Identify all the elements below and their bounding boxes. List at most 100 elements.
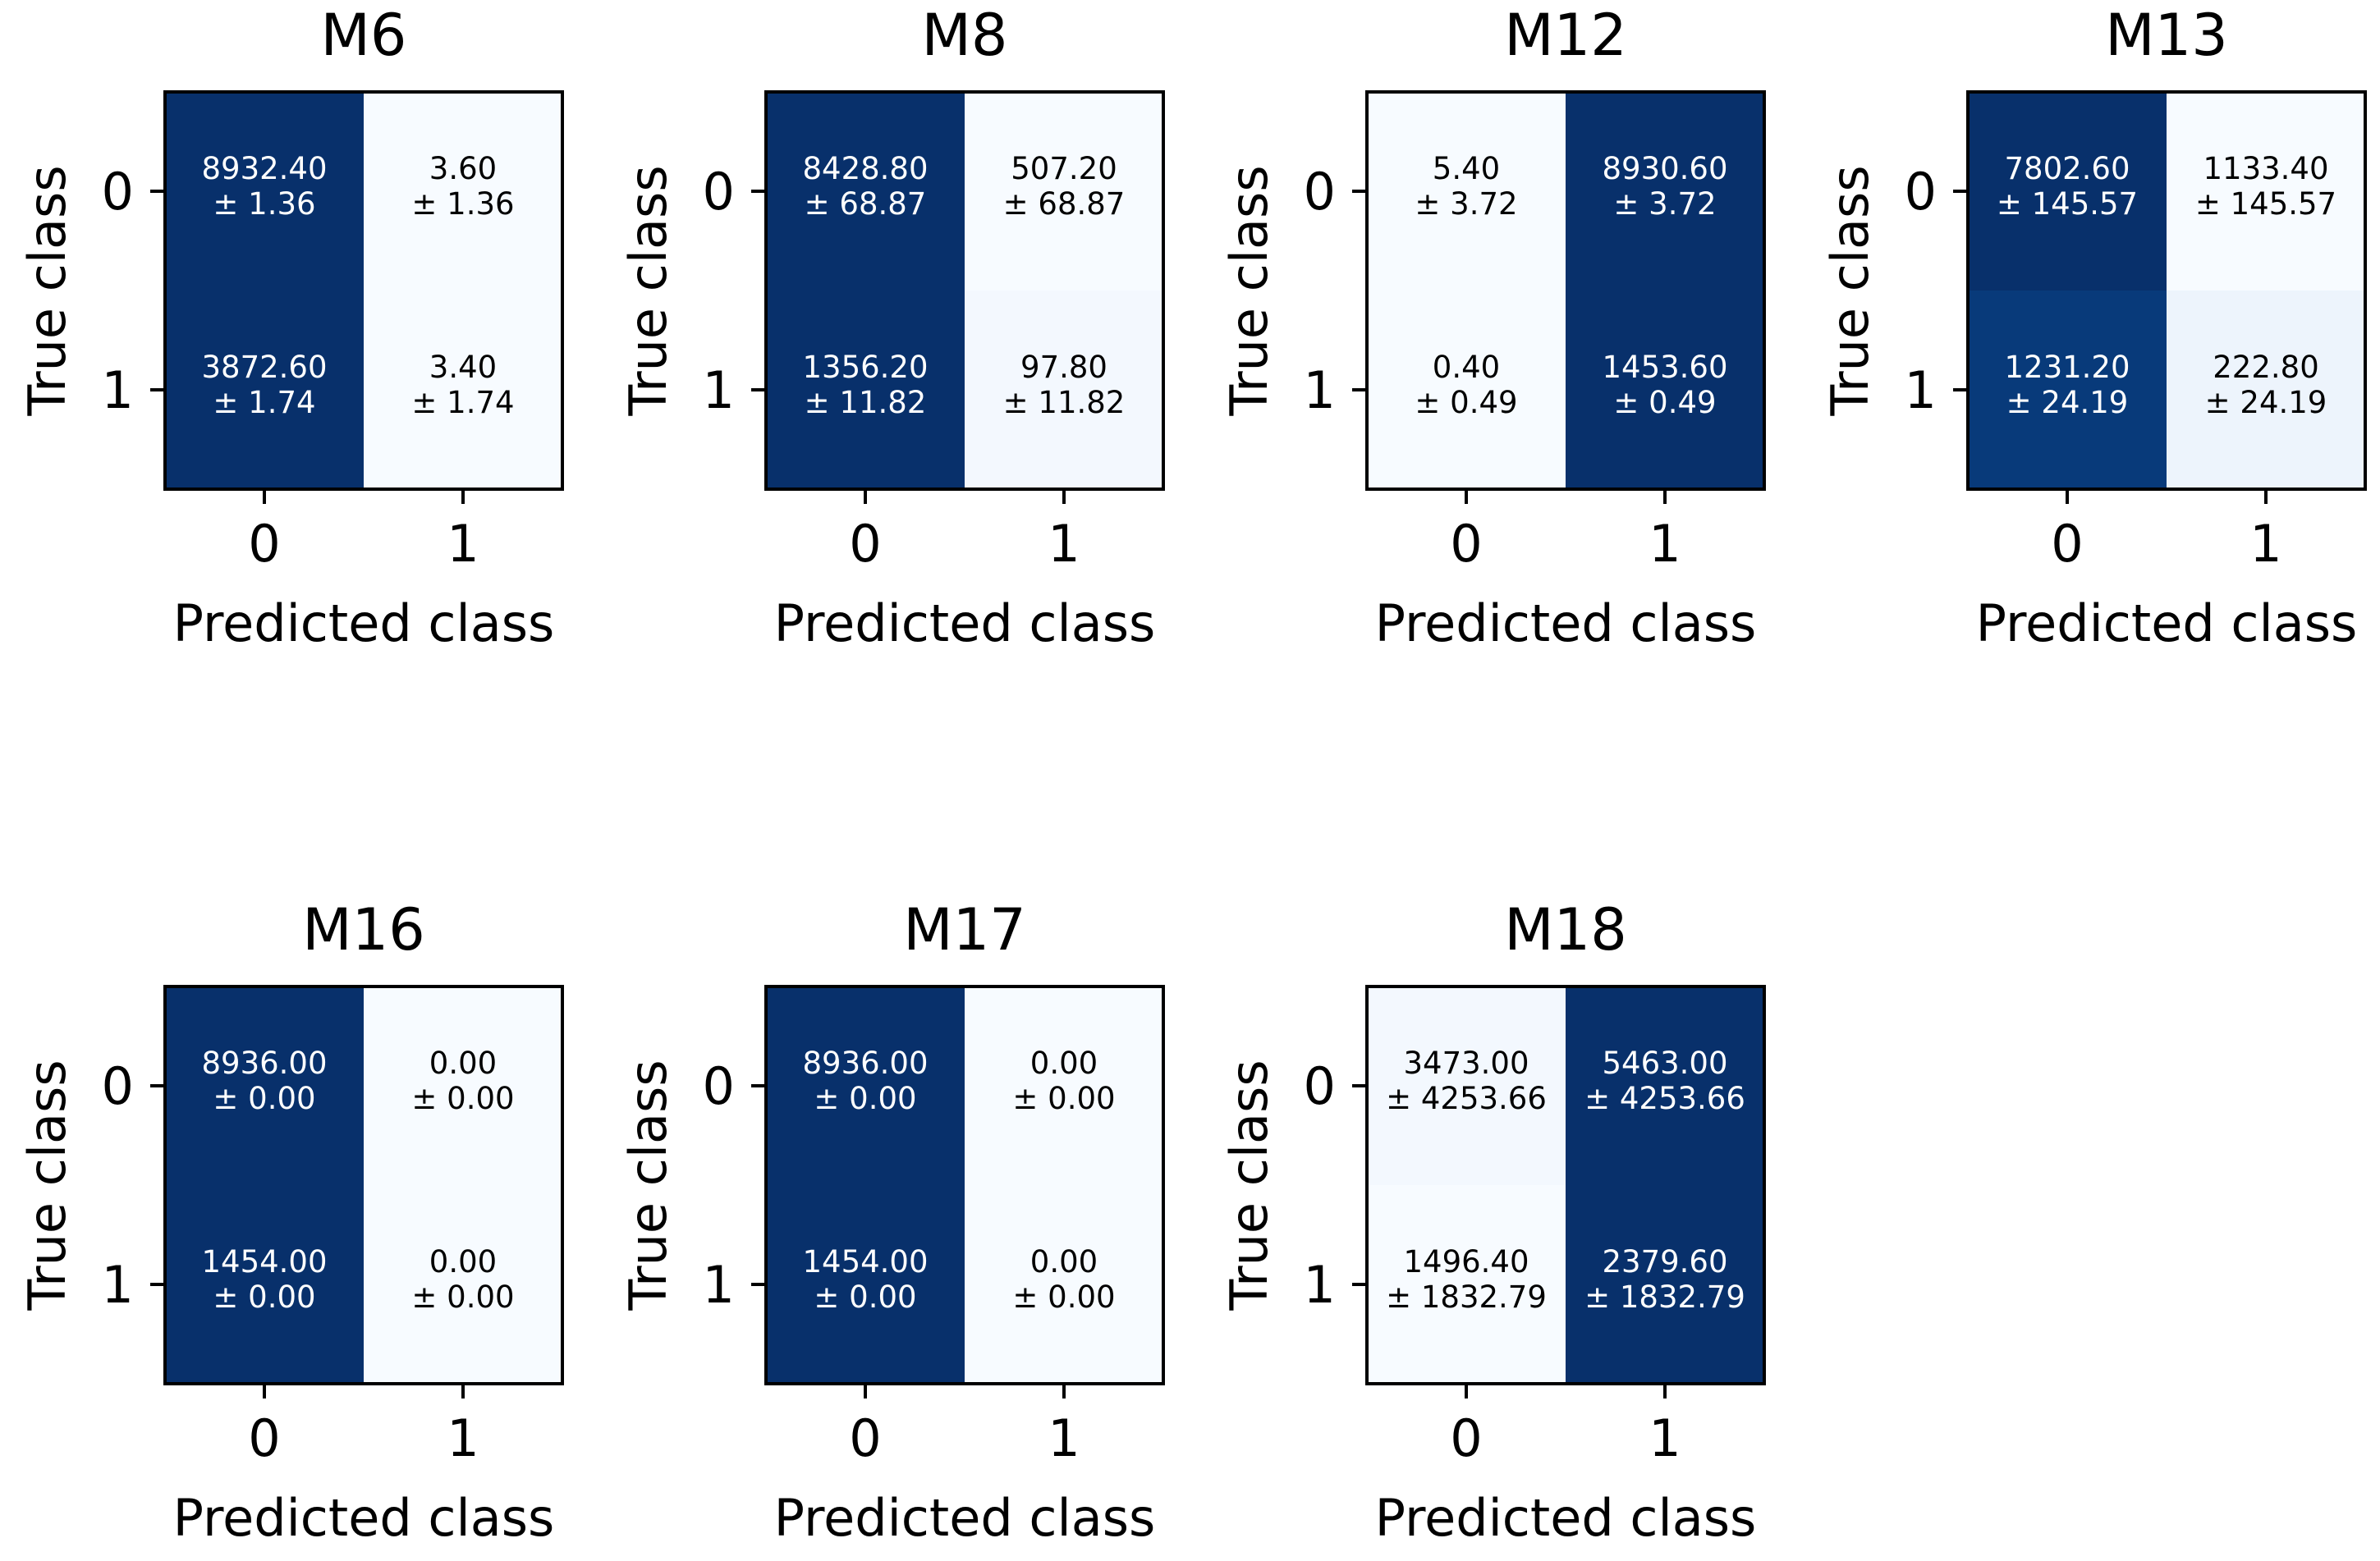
cell-mean-label: 1231.20 [2004,350,2130,385]
matrix-cell [364,1185,562,1384]
matrix-cell [165,986,364,1185]
matrix-frame [1365,90,1766,491]
x-tick-label: 1 [447,1408,479,1468]
cell-std-label: ± 0.49 [1415,385,1517,420]
cell-std-label: ± 0.00 [814,1081,916,1116]
cell-mean-label: 8936.00 [201,1046,327,1081]
cell-std-label: ± 3.72 [1613,186,1716,222]
x-axis-label: Predicted class [1976,593,2358,653]
x-axis-label: Predicted class [774,593,1156,653]
matrix-frame [163,985,564,1385]
panel-title: M16 [302,896,424,964]
x-tick-label: 1 [1048,1408,1080,1468]
matrix-cell [2167,92,2365,291]
matrix-cell [165,291,364,489]
cell-mean-label: 1133.40 [2203,151,2328,186]
cell-mean-label: 2379.60 [1602,1244,1727,1279]
panel-title: M8 [922,2,1008,69]
cell-std-label: ± 4253.66 [1386,1081,1547,1116]
y-tick-label: 0 [703,1056,735,1116]
y-axis-label: True class [17,1060,77,1311]
cell-std-label: ± 0.00 [411,1279,514,1315]
cell-mean-label: 8428.80 [802,151,928,186]
x-tick-label: 1 [447,514,479,574]
cell-std-label: ± 11.82 [805,385,927,420]
matrix-cell [965,92,1163,291]
matrix-cell [766,986,965,1185]
cell-mean-label: 8930.60 [1602,151,1727,186]
matrix-cell [1367,92,1566,291]
y-tick-label: 1 [1304,360,1336,420]
matrix-cell [965,1185,1163,1384]
cell-std-label: ± 145.57 [1997,186,2138,222]
cell-std-label: ± 145.57 [2195,186,2336,222]
x-tick-label: 0 [2051,514,2083,574]
panel-title: M6 [321,2,407,69]
panel-title: M18 [1504,896,1626,964]
x-axis-label: Predicted class [173,593,555,653]
cell-mean-label: 8932.40 [201,151,327,186]
cell-std-label: ± 0.00 [1012,1081,1115,1116]
cell-mean-label: 1496.40 [1403,1244,1529,1279]
matrix-cell [965,986,1163,1185]
matrix-cell [965,291,1163,489]
y-axis-label: True class [618,1060,678,1311]
matrix-cell [766,92,965,291]
y-tick-label: 1 [102,1255,134,1315]
x-tick-label: 1 [1649,514,1681,574]
cell-std-label: ± 0.00 [814,1279,916,1315]
matrix-cell [1566,986,1764,1185]
cell-std-label: ± 11.82 [1003,385,1126,420]
y-tick-label: 0 [102,162,134,222]
y-tick-label: 0 [1304,162,1336,222]
cell-std-label: ± 1832.79 [1584,1279,1745,1315]
cell-mean-label: 5.40 [1433,151,1500,186]
cell-std-label: ± 24.19 [2205,385,2327,420]
y-tick-label: 1 [703,1255,735,1315]
matrix-frame [764,90,1165,491]
x-tick-label: 0 [1450,1408,1482,1468]
cell-mean-label: 0.00 [1030,1244,1098,1279]
x-tick-label: 0 [248,1408,280,1468]
y-tick-label: 0 [1304,1056,1336,1116]
cell-mean-label: 0.00 [429,1244,497,1279]
matrix-cell [1968,291,2167,489]
matrix-cell [1367,986,1566,1185]
matrix-cell [165,1185,364,1384]
x-tick-label: 1 [2249,514,2281,574]
cell-mean-label: 1453.60 [1602,350,1727,385]
matrix-frame [1365,985,1766,1385]
panel-title: M17 [903,896,1025,964]
x-tick-label: 0 [849,514,881,574]
cell-mean-label: 1454.00 [802,1244,928,1279]
matrix-cell [1367,291,1566,489]
x-tick-label: 1 [1048,514,1080,574]
cell-mean-label: 5463.00 [1602,1046,1727,1081]
matrix-cell [1968,92,2167,291]
cell-mean-label: 3872.60 [201,350,327,385]
cell-mean-label: 3.40 [429,350,497,385]
x-tick-label: 0 [248,514,280,574]
cell-std-label: ± 68.87 [805,186,927,222]
cell-std-label: ± 68.87 [1003,186,1126,222]
y-tick-label: 1 [1905,360,1937,420]
y-axis-label: True class [1219,165,1279,416]
cell-std-label: ± 1.74 [213,385,315,420]
cell-mean-label: 0.00 [1030,1046,1098,1081]
y-axis-label: True class [17,165,77,416]
cell-mean-label: 8936.00 [802,1046,928,1081]
matrix-cell [2167,291,2365,489]
y-axis-label: True class [1219,1060,1279,1311]
matrix-frame [1966,90,2367,491]
matrix-cell [1367,1185,1566,1384]
matrix-cell [165,92,364,291]
x-axis-label: Predicted class [774,1488,1156,1548]
x-axis-label: Predicted class [173,1488,555,1548]
cell-std-label: ± 0.49 [1613,385,1716,420]
